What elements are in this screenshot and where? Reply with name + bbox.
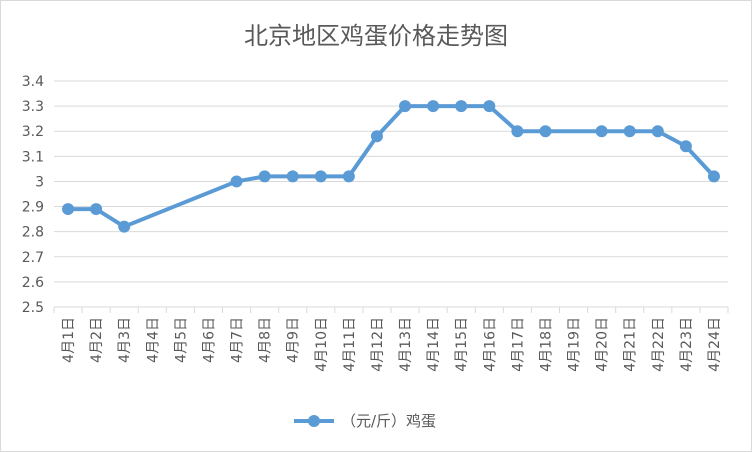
data-point [707, 170, 720, 183]
data-point [314, 170, 327, 183]
data-point [370, 130, 383, 143]
x-tick-label: 4月7日 [230, 317, 246, 363]
x-tick-label: 4月19日 [567, 317, 583, 372]
y-axis-ticks: 2.5 2.6 2.7 2.8 2.9 3 3.1 3.2 3.3 3.4 [22, 74, 44, 316]
data-point [651, 125, 664, 138]
data-point [679, 140, 692, 153]
data-point [90, 203, 103, 216]
x-tick-label: 4月15日 [454, 317, 470, 372]
data-point [258, 170, 271, 183]
y-tick-label: 3.2 [22, 124, 44, 140]
x-tick-label: 4月22日 [651, 317, 667, 372]
x-tick-label: 4月4日 [145, 317, 161, 363]
legend: （元/斤）鸡蛋 [294, 412, 436, 430]
x-tick-label: 4月20日 [595, 317, 611, 372]
x-tick-label: 4月16日 [482, 317, 498, 372]
data-point [623, 125, 636, 138]
series-group [62, 100, 720, 233]
chart-title: 北京地区鸡蛋价格走势图 [244, 22, 508, 50]
y-tick-label: 2.9 [22, 200, 44, 216]
x-tick-label: 4月14日 [426, 317, 442, 372]
data-point [483, 100, 496, 113]
x-tick-label: 4月1日 [61, 317, 77, 363]
y-tick-label: 3 [35, 174, 44, 190]
x-tick-label: 4月13日 [398, 317, 414, 372]
y-tick-label: 2.7 [22, 250, 44, 266]
x-tick-label: 4月3日 [117, 317, 133, 363]
x-tick-label: 4月10日 [314, 317, 330, 372]
x-tick-label: 4月23日 [679, 317, 695, 372]
data-point [539, 125, 552, 138]
x-tick-label: 4月2日 [89, 317, 105, 363]
y-tick-label: 2.6 [22, 275, 44, 291]
legend-dot-marker [308, 415, 320, 427]
gridlines [53, 80, 729, 313]
x-tick-label: 4月24日 [707, 317, 723, 372]
y-tick-label: 2.5 [22, 300, 44, 316]
data-point [286, 170, 299, 183]
series-line [66, 104, 716, 229]
y-tick-label: 3.4 [22, 74, 44, 90]
y-tick-label: 3.3 [22, 99, 44, 115]
data-point [118, 220, 131, 233]
legend-label: （元/斤）鸡蛋 [341, 412, 436, 430]
x-tick-label: 4月11日 [342, 317, 358, 372]
x-tick-label: 4月12日 [370, 317, 386, 372]
x-tick-label: 4月9日 [286, 317, 302, 363]
x-tick-label: 4月21日 [623, 317, 639, 372]
x-tick-label: 4月17日 [510, 317, 526, 372]
x-tick-label: 4月6日 [201, 317, 217, 363]
data-point [230, 175, 243, 188]
x-tick-label: 4月18日 [538, 317, 554, 372]
data-point [62, 203, 75, 216]
data-point [342, 170, 355, 183]
x-tick-label: 4月5日 [173, 317, 189, 363]
x-axis-ticks: 4月1日 4月2日 4月3日 4月4日 4月5日 4月6日 4月7日 4月8日 4月9日 4月10… [61, 317, 723, 372]
data-point [455, 100, 468, 113]
x-tick-label: 4月8日 [258, 317, 274, 363]
data-point [399, 100, 412, 113]
data-point [595, 125, 608, 138]
data-point [511, 125, 524, 138]
y-tick-label: 2.8 [22, 225, 44, 241]
data-point [427, 100, 440, 113]
y-tick-label: 3.1 [22, 149, 44, 165]
